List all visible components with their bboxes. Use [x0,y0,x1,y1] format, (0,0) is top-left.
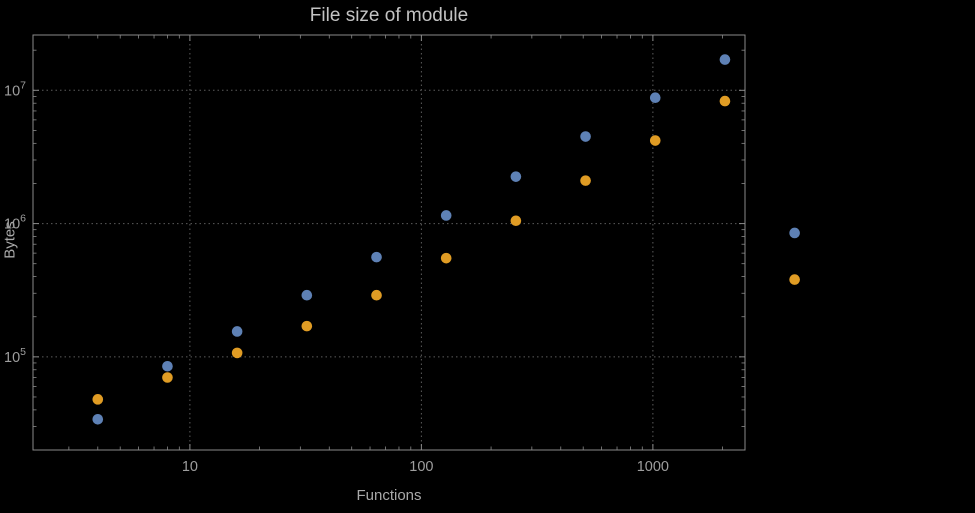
data-point-orange [301,320,313,332]
data-point-blue [440,210,452,221]
data-point-orange [580,175,591,186]
data-point-orange [510,215,522,227]
data-point-orange [231,347,243,359]
data-point-orange [92,394,104,405]
x-tick-label: 1000 [637,459,669,475]
data-point-orange [440,252,452,264]
data-point-blue [231,326,243,337]
x-tick-label: 100 [409,459,433,475]
data-point-blue [649,92,661,104]
data-point-blue [162,360,173,372]
y-tick-label: 107 [4,79,26,99]
data-point-blue [301,289,313,301]
data-point-blue [789,227,800,239]
y-tick-label: 106 [4,213,26,233]
data-point-orange [649,135,661,146]
data-point-blue [92,413,104,425]
data-point-orange [371,289,382,301]
data-point-blue [719,54,731,65]
data-point-orange [789,274,800,285]
x-tick-label: 10 [182,459,198,475]
plot-frame [32,34,746,451]
y-tick-label: 105 [4,346,26,366]
data-point-blue [580,131,591,142]
data-point-blue [510,171,522,182]
data-point-blue [371,251,382,263]
data-point-orange [719,95,731,107]
data-point-orange [162,372,173,383]
x-axis-label: Functions [356,487,422,504]
chart-title: File size of module [309,5,469,26]
